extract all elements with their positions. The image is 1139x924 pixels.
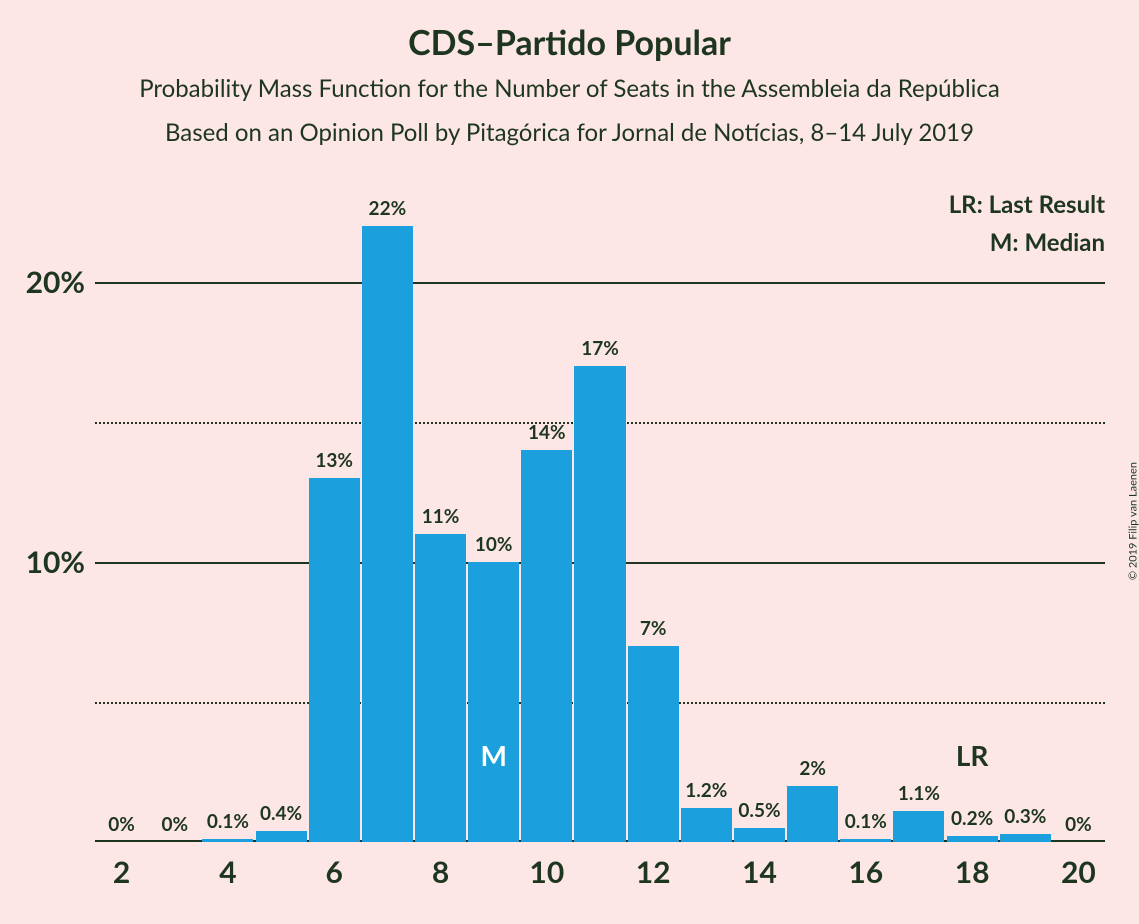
bar-value-label: 0% (108, 813, 135, 842)
x-axis-label: 10 (529, 842, 564, 890)
bar (521, 450, 572, 842)
bar-value-label: 10% (475, 533, 513, 562)
bar-value-label: 17% (581, 337, 619, 366)
bar (574, 366, 625, 842)
bar (893, 811, 944, 842)
bar (468, 562, 519, 842)
chart-title: CDS–Partido Popular (408, 22, 731, 63)
x-axis-label: 4 (219, 842, 236, 890)
bar-value-label: 0% (161, 813, 188, 842)
last-result-marker: LR (956, 738, 989, 772)
bar (681, 808, 732, 842)
bar (309, 478, 360, 842)
bar (415, 534, 466, 842)
bar-value-label: 0.5% (738, 799, 780, 828)
plot-area: LR: Last Result M: Median 10%20%0%0%0.1%… (95, 198, 1105, 842)
x-axis-label: 12 (636, 842, 671, 890)
bar (256, 831, 307, 842)
bar-value-label: 0.4% (260, 802, 302, 831)
bar-value-label: 0.1% (845, 810, 887, 839)
bar (734, 828, 785, 842)
median-marker: M (480, 738, 506, 772)
legend-m: M: Median (990, 228, 1105, 257)
bar (787, 786, 838, 842)
bar-value-label: 13% (315, 449, 353, 478)
bar-value-label: 2% (799, 757, 826, 786)
bar (628, 646, 679, 842)
bar-value-label: 22% (369, 197, 407, 226)
bar (362, 226, 413, 842)
copyright-text: © 2019 Filip van Laenen (1127, 462, 1139, 580)
x-axis-label: 6 (326, 842, 343, 890)
bar-value-label: 0.1% (207, 810, 249, 839)
x-axis-label: 8 (432, 842, 449, 890)
bar-value-label: 11% (422, 505, 460, 534)
bar-value-label: 14% (528, 421, 566, 450)
x-axis-label: 18 (955, 842, 990, 890)
bar-value-label: 0.2% (951, 807, 993, 836)
y-axis-label: 20% (26, 264, 95, 300)
chart-subtitle-2: Based on an Opinion Poll by Pitagórica f… (165, 118, 974, 147)
bar-value-label: 1.1% (898, 782, 940, 811)
gridline-major (95, 282, 1105, 284)
x-axis-label: 20 (1061, 842, 1096, 890)
bar (1000, 834, 1051, 842)
x-axis-label: 14 (742, 842, 777, 890)
bar-value-label: 0.3% (1004, 805, 1046, 834)
x-axis-label: 16 (848, 842, 883, 890)
legend-lr: LR: Last Result (949, 190, 1105, 219)
bar-value-label: 7% (640, 617, 667, 646)
bar-value-label: 1.2% (685, 779, 727, 808)
chart-subtitle-1: Probability Mass Function for the Number… (139, 74, 1000, 103)
bar-value-label: 0% (1065, 813, 1092, 842)
y-axis-label: 10% (26, 544, 95, 580)
x-axis-label: 2 (113, 842, 130, 890)
